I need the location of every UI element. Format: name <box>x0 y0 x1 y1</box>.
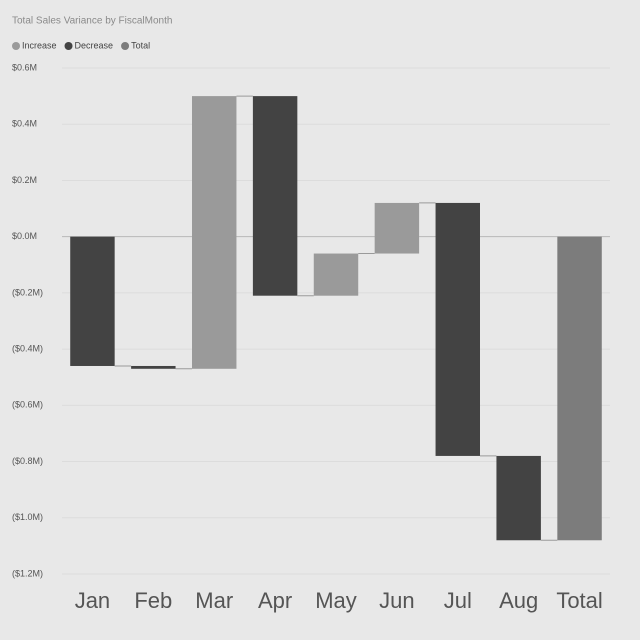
legend-label: Decrease <box>75 40 114 50</box>
y-tick-label: ($1.2M) <box>12 568 43 578</box>
x-tick-label: Jun <box>379 588 414 613</box>
bar <box>313 253 359 296</box>
bar <box>496 455 541 541</box>
x-tick-label: May <box>315 588 357 613</box>
y-tick-label: ($0.4M) <box>12 343 43 353</box>
bar <box>374 202 420 254</box>
x-tick-label: Feb <box>134 588 172 613</box>
x-tick-label: Mar <box>195 588 233 613</box>
bar <box>252 96 298 296</box>
y-tick-label: $0.2M <box>12 175 37 185</box>
chart-title: Total Sales Variance by FiscalMonth <box>12 16 172 27</box>
x-tick-label: Jan <box>75 588 110 613</box>
y-tick-label: $0.0M <box>12 231 37 241</box>
y-tick-label: ($0.8M) <box>12 456 43 466</box>
x-tick-label: Aug <box>499 588 538 613</box>
y-tick-label: ($0.6M) <box>12 400 43 410</box>
y-tick-label: $0.6M <box>12 62 37 72</box>
legend-swatch <box>12 42 20 50</box>
legend-swatch <box>121 42 130 50</box>
y-tick-label: $0.4M <box>12 119 37 129</box>
bar <box>131 365 176 369</box>
bar <box>557 236 602 541</box>
x-tick-label: Total <box>556 588 602 613</box>
bar <box>435 202 481 456</box>
legend-swatch <box>64 42 73 50</box>
bar <box>70 236 115 366</box>
x-tick-label: Jul <box>444 588 472 613</box>
bar <box>191 96 237 369</box>
legend-label: Total <box>131 40 150 50</box>
y-tick-label: ($1.0M) <box>12 512 43 522</box>
legend-label: Increase <box>22 40 57 50</box>
x-tick-label: Apr <box>258 588 292 613</box>
y-tick-label: ($0.2M) <box>12 287 43 297</box>
